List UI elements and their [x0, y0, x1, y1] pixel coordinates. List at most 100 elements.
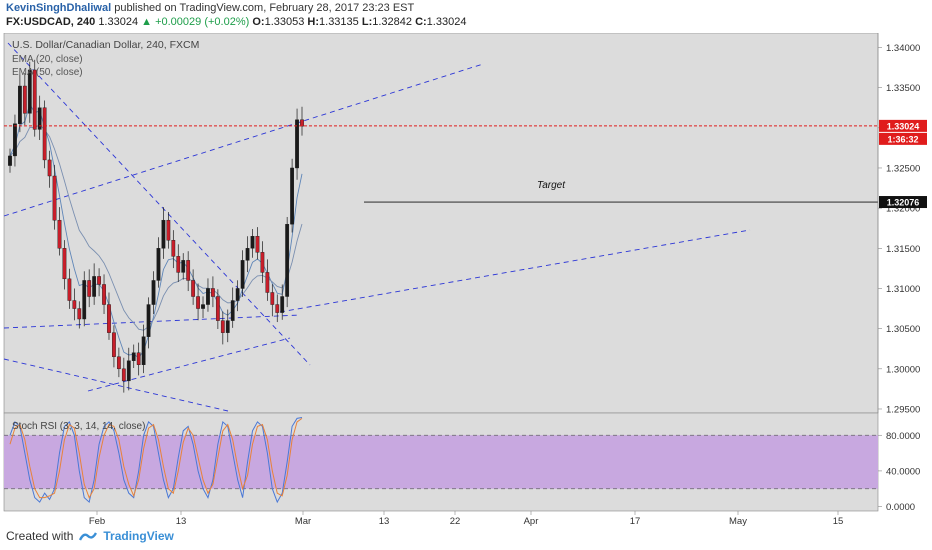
ema20-label: EMA (20, close)	[12, 54, 83, 65]
candle-body	[206, 288, 210, 305]
candle-body	[176, 256, 181, 273]
time-tick-label: 13	[379, 516, 390, 527]
symbol-label: FX:USDCAD, 240	[6, 16, 96, 28]
countdown-badge: 1:36:32	[887, 134, 918, 144]
candle-body	[32, 69, 37, 130]
candle-body	[211, 288, 215, 297]
time-tick-label: Feb	[89, 516, 105, 527]
candle-body	[275, 304, 280, 313]
candle-body	[161, 219, 166, 249]
candle-body	[235, 288, 240, 301]
stoch-tick-label: 0.0000	[886, 502, 915, 513]
candle-body	[37, 107, 42, 130]
candle-body	[97, 276, 101, 285]
candle-body	[245, 248, 250, 261]
ema-lines	[9, 103, 303, 359]
price-tick-label: 1.34000	[886, 43, 920, 54]
tradingview-brand[interactable]: TradingView	[103, 529, 174, 543]
candle-body	[72, 300, 77, 309]
close-value: 1.33024	[426, 16, 467, 28]
candle-body	[18, 85, 22, 124]
time-tick-label: 13	[176, 516, 187, 527]
candle-body	[67, 278, 72, 301]
candle-body	[151, 280, 156, 305]
candle-body	[201, 304, 205, 309]
candle-body	[290, 167, 294, 225]
candle-body	[156, 248, 161, 281]
created-text: Created with	[6, 529, 74, 543]
trendline-base	[3, 358, 229, 412]
candle-body	[42, 107, 47, 161]
price-axis[interactable]: 1.340001.335001.330001.325001.320001.315…	[877, 33, 920, 415]
current-price-badge-bg	[879, 119, 927, 132]
time-tick-label: May	[729, 516, 747, 527]
published-text: published on TradingView.com, February 2…	[114, 2, 415, 14]
candle-body	[250, 236, 255, 249]
candle-body	[136, 352, 141, 365]
candle-body	[270, 292, 275, 305]
candle-body	[13, 123, 17, 157]
candle-body	[107, 304, 111, 333]
stoch-title: Stoch RSI (3, 3, 14, 14, close)	[12, 421, 145, 432]
publish-line: KevinSinghDhaliwal published on TradingV…	[6, 2, 414, 14]
candle-body	[112, 332, 116, 357]
ohlc-line: FX:USDCAD, 240 1.33024 ▲ +0.00029 (+0.02…	[6, 16, 466, 28]
price-tick-label: 1.30000	[886, 364, 920, 375]
price-tick-label: 1.31000	[886, 284, 920, 295]
low-label: L:	[361, 16, 373, 28]
chart-area[interactable]: Target 1.340001.335001.330001.325001.320…	[0, 33, 932, 527]
stoch-k-line	[9, 416, 303, 504]
target-price-badge-bg	[879, 196, 927, 209]
candle-body	[116, 356, 121, 370]
candle-body	[52, 175, 57, 221]
candle-body	[27, 69, 32, 114]
candle-body	[240, 260, 245, 289]
candle-body	[295, 119, 299, 169]
time-axis[interactable]: Feb 13 Mar 13 22 Apr 17 May 15	[89, 511, 843, 527]
ema50-line	[9, 124, 303, 331]
time-tick-label: Mar	[295, 516, 311, 527]
candle-body	[171, 240, 176, 257]
candle-body	[102, 284, 106, 305]
time-tick-label: 15	[833, 516, 844, 527]
author-link[interactable]: KevinSinghDhaliwal	[6, 2, 112, 14]
trendline-lower	[279, 229, 751, 313]
target-text: Target	[537, 180, 566, 191]
candle-body	[92, 276, 97, 297]
high-value: 1.33135	[319, 16, 359, 28]
change-value: ▲ +0.00029 (+0.02%)	[141, 16, 250, 28]
time-tick-label: Apr	[524, 516, 539, 527]
candle-body	[260, 252, 265, 273]
candle-body	[186, 260, 191, 281]
stoch-axis[interactable]: 80.0000 40.0000 0.0000	[878, 431, 920, 513]
price-pane-background	[3, 33, 879, 414]
candles	[8, 59, 304, 393]
stoch-d-line	[9, 417, 303, 499]
candle-body	[166, 219, 171, 241]
candle-body	[285, 224, 290, 297]
ema50-label: EMA (50, close)	[12, 67, 83, 78]
candle-body	[225, 320, 230, 333]
candle-body	[47, 159, 52, 177]
close-label: C:	[415, 16, 427, 28]
current-price-badge: 1.33024	[887, 121, 920, 131]
high-label: H:	[307, 16, 320, 28]
footer: Created with TradingView	[6, 529, 174, 543]
candle-body	[146, 304, 151, 337]
price-tick-label: 1.32500	[886, 163, 920, 174]
candle-body	[121, 368, 126, 382]
candle-body	[280, 296, 285, 313]
candle-body	[191, 280, 196, 297]
ema20-line	[9, 103, 303, 359]
candle-body	[255, 236, 260, 253]
price-tick-label: 1.32000	[886, 204, 920, 215]
trendline-upper	[3, 63, 484, 217]
stoch-lines	[9, 416, 303, 504]
last-price: 1.33024	[98, 16, 139, 28]
open-value: 1.33053	[264, 16, 305, 28]
trendline-descending	[7, 42, 311, 366]
chart-title: U.S. Dollar/Canadian Dollar, 240, FXCM	[12, 39, 199, 51]
price-tick-label: 1.33500	[886, 83, 920, 94]
tradingview-logo-icon	[79, 532, 98, 541]
price-tick-label: 1.29500	[886, 404, 920, 415]
